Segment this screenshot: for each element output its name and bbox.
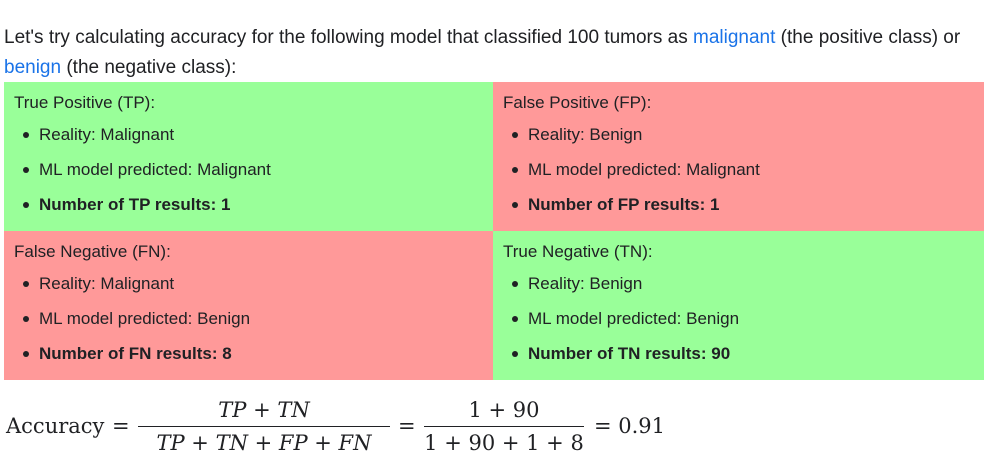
fn-reality: Reality: Malignant <box>14 273 483 295</box>
tp-count: Number of TP results: 1 <box>14 194 483 216</box>
formula-lhs: Accuracy <box>6 414 105 438</box>
fn-count: Number of FN results: 8 <box>14 343 483 365</box>
fn-title: False Negative (FN): <box>14 242 171 261</box>
formula-symbolic-denominator: TP + TN + FP + FN <box>156 431 372 455</box>
fp-title: False Positive (FP): <box>503 93 652 112</box>
formula-symbolic-numerator: TP + TN <box>138 398 390 427</box>
true-negative-cell: True Negative (TN): Reality: Benign ML m… <box>493 231 984 380</box>
accuracy-formula: Accuracy = TP + TN TP + TN + FP + FN = 1… <box>4 396 984 456</box>
formula-numeric-denominator: 1 + 90 + 1 + 8 <box>424 431 584 455</box>
benign-glossary-link[interactable]: benign <box>4 57 62 78</box>
tn-list: Reality: Benign ML model predicted: Beni… <box>503 273 974 365</box>
intro-text-before: Let's try calculating accuracy for the f… <box>4 27 694 48</box>
fp-list: Reality: Benign ML model predicted: Mali… <box>503 124 974 216</box>
fp-count: Number of FP results: 1 <box>503 194 974 216</box>
formula-numeric-fraction: 1 + 90 1 + 90 + 1 + 8 <box>424 398 584 455</box>
tn-count: Number of TN results: 90 <box>503 343 974 365</box>
intro-text-middle: (the positive class) or <box>775 27 961 48</box>
intro-paragraph: Let's try calculating accuracy for the f… <box>4 23 984 83</box>
false-positive-cell: False Positive (FP): Reality: Benign ML … <box>493 82 984 231</box>
fn-predicted: ML model predicted: Benign <box>14 308 483 330</box>
formula-equals-1: = <box>112 414 130 438</box>
malignant-glossary-link[interactable]: malignant <box>693 27 776 48</box>
formula-symbolic-fraction: TP + TN TP + TN + FP + FN <box>138 398 390 455</box>
formula-result: = 0.91 <box>594 414 666 438</box>
formula-numeric-numerator: 1 + 90 <box>424 398 584 427</box>
fp-predicted: ML model predicted: Malignant <box>503 159 974 181</box>
fp-reality: Reality: Benign <box>503 124 974 146</box>
tp-title: True Positive (TP): <box>14 93 156 112</box>
formula-equals-2: = <box>398 414 416 438</box>
tp-predicted: ML model predicted: Malignant <box>14 159 483 181</box>
tn-predicted: ML model predicted: Benign <box>503 308 974 330</box>
confusion-matrix: True Positive (TP): Reality: Malignant M… <box>4 82 984 380</box>
true-positive-cell: True Positive (TP): Reality: Malignant M… <box>4 82 493 231</box>
tp-reality: Reality: Malignant <box>14 124 483 146</box>
false-negative-cell: False Negative (FN): Reality: Malignant … <box>4 231 493 380</box>
tn-title: True Negative (TN): <box>503 242 653 261</box>
intro-text-after: (the negative class): <box>61 57 237 78</box>
tp-list: Reality: Malignant ML model predicted: M… <box>14 124 483 216</box>
tn-reality: Reality: Benign <box>503 273 974 295</box>
fn-list: Reality: Malignant ML model predicted: B… <box>14 273 483 365</box>
